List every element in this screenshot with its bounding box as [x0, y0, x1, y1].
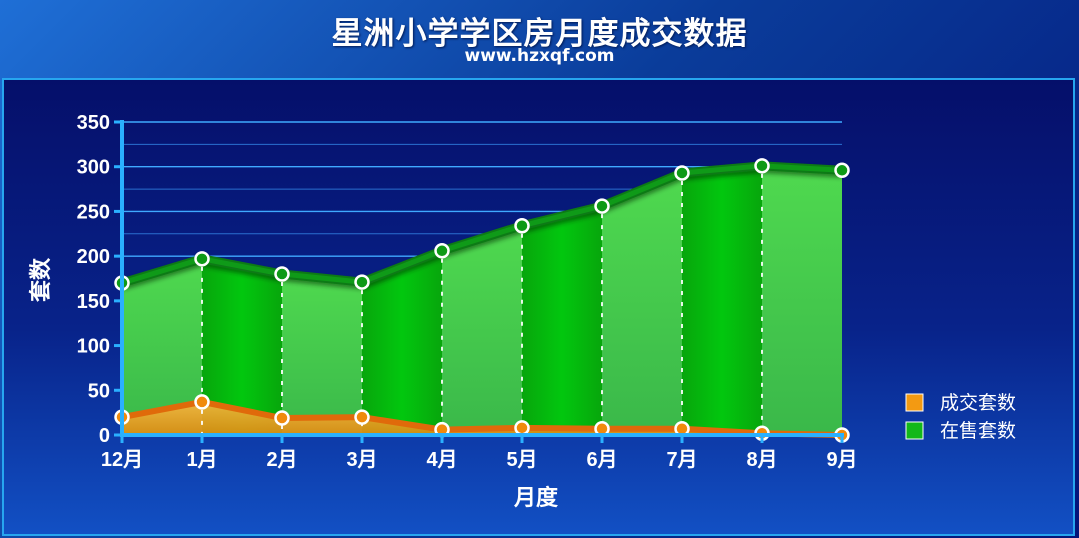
stock-area-band: [282, 274, 362, 435]
stock-area-band: [762, 165, 842, 435]
stock-area-band: [602, 172, 682, 435]
stock-point: [354, 274, 370, 290]
y-tick-label: 50: [88, 380, 110, 402]
x-tick-label: 6月: [586, 449, 617, 471]
series-layer: [114, 158, 850, 443]
stock-point: [274, 266, 290, 282]
x-tick-label: 7月: [666, 449, 697, 471]
x-axis-title: 月度: [513, 485, 559, 511]
axes: [114, 120, 844, 443]
sales-point: [274, 410, 290, 426]
stock-area-band: [442, 225, 522, 435]
legend-swatch: [905, 393, 924, 412]
stock-series-line-inner: [121, 163, 843, 286]
tick-labels: 0 50 100 150 200 250 300 350 12月 1月 2月 3月 4月 5月 6月 7月 8月…: [28, 112, 858, 511]
x-tick-label: 2月: [266, 449, 297, 471]
x-tick-label: 8月: [746, 449, 777, 471]
x-tick-label: 12月: [101, 449, 143, 471]
stock-point: [594, 198, 610, 214]
stock-area-band: [362, 250, 442, 435]
chart-title: 星洲小学学区房月度成交数据: [331, 16, 748, 52]
legend-label: 成交套数: [940, 392, 1016, 414]
y-tick-label: 200: [77, 246, 110, 268]
y-tick-label: 150: [77, 291, 110, 313]
x-tick-label: 1月: [186, 449, 217, 471]
sales-point: [354, 409, 370, 425]
x-tick-label: 4月: [426, 449, 457, 471]
sales-area: [122, 401, 842, 435]
sales-series-line: [121, 398, 843, 438]
chart-header: 星洲小学学区房月度成交数据 www.hzxqf.com: [0, 0, 1079, 76]
x-tick-label: 9月: [826, 449, 857, 471]
chart-subtitle: www.hzxqf.com: [464, 46, 615, 66]
legend-label: 在售套数: [940, 420, 1016, 442]
area-chart: 0 50 100 150 200 250 300 350 12月 1月 2月 3月 4月 5月 6月 7月 8月…: [28, 112, 1016, 511]
stock-point: [834, 162, 850, 179]
sales-point: [514, 420, 530, 436]
y-tick-label: 300: [77, 157, 110, 179]
x-tick-label: 5月: [506, 449, 537, 471]
stock-area-band: [202, 258, 282, 435]
stock-point: [434, 243, 450, 259]
legend-swatch: [905, 421, 924, 440]
stock-point: [674, 165, 690, 181]
x-tick-label: 3月: [346, 449, 377, 471]
y-axis-title: 套数: [28, 257, 54, 302]
area-bands: [122, 165, 842, 435]
y-tick-label: 100: [77, 336, 110, 358]
y-tick-label: 0: [99, 425, 110, 447]
stock-point: [754, 158, 770, 174]
stock-area-band: [122, 258, 202, 435]
y-tick-label: 350: [77, 112, 110, 134]
stock-area-band: [522, 206, 602, 435]
stock-point: [514, 217, 530, 234]
stock-area-band: [682, 165, 762, 435]
y-tick-label: 250: [77, 201, 110, 223]
stock-point: [194, 251, 210, 267]
plot-panel: 0 50 100 150 200 250 300 350 12月 1月 2月 3月 4月 5月 6月 7月 8月…: [2, 78, 1075, 536]
sales-point: [194, 394, 210, 410]
